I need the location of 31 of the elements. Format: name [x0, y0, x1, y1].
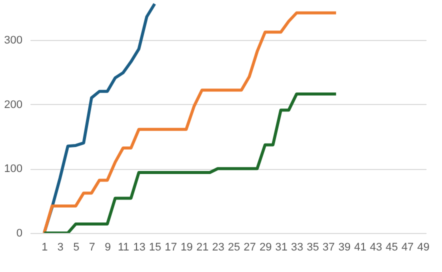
x-tick-label: 11	[118, 242, 130, 254]
x-tick-label: 21	[196, 242, 209, 254]
y-tick-label: 0	[16, 228, 22, 240]
x-tick-label: 39	[338, 242, 351, 254]
x-tick-label: 7	[88, 242, 96, 254]
line-series	[42, 11, 338, 233]
x-tick-label: 41	[354, 242, 366, 254]
x-tick-label: 15	[149, 242, 162, 254]
x-tick-label: 47	[401, 242, 414, 254]
x-tick-label: 5	[73, 242, 80, 254]
y-tick-label: 200	[4, 98, 22, 111]
x-tick-label: 25	[228, 242, 240, 254]
x-tick-label: 33	[291, 242, 304, 254]
x-tick-label: 45	[386, 242, 398, 254]
y-tick-label: 100	[4, 163, 22, 176]
x-tick-label: 31	[275, 242, 288, 254]
x-tick-label: 37	[322, 242, 335, 254]
y-tick-label: 300	[4, 34, 22, 46]
x-tick-label: 13	[133, 242, 146, 254]
x-tick-label: 43	[370, 242, 382, 254]
x-tick-label: 3	[57, 242, 64, 254]
x-tick-label: 1	[42, 242, 48, 254]
x-tick-label: 9	[104, 242, 111, 254]
x-tick-label: 23	[212, 242, 224, 254]
x-tick-label: 27	[244, 242, 256, 254]
line-series	[42, 92, 338, 233]
x-tick-label: 17	[164, 242, 178, 254]
x-tick-label: 35	[306, 242, 320, 254]
x-tick-label: 49	[417, 242, 430, 254]
x-tick-label: 19	[180, 242, 193, 254]
x-tick-label: 29	[259, 242, 272, 254]
